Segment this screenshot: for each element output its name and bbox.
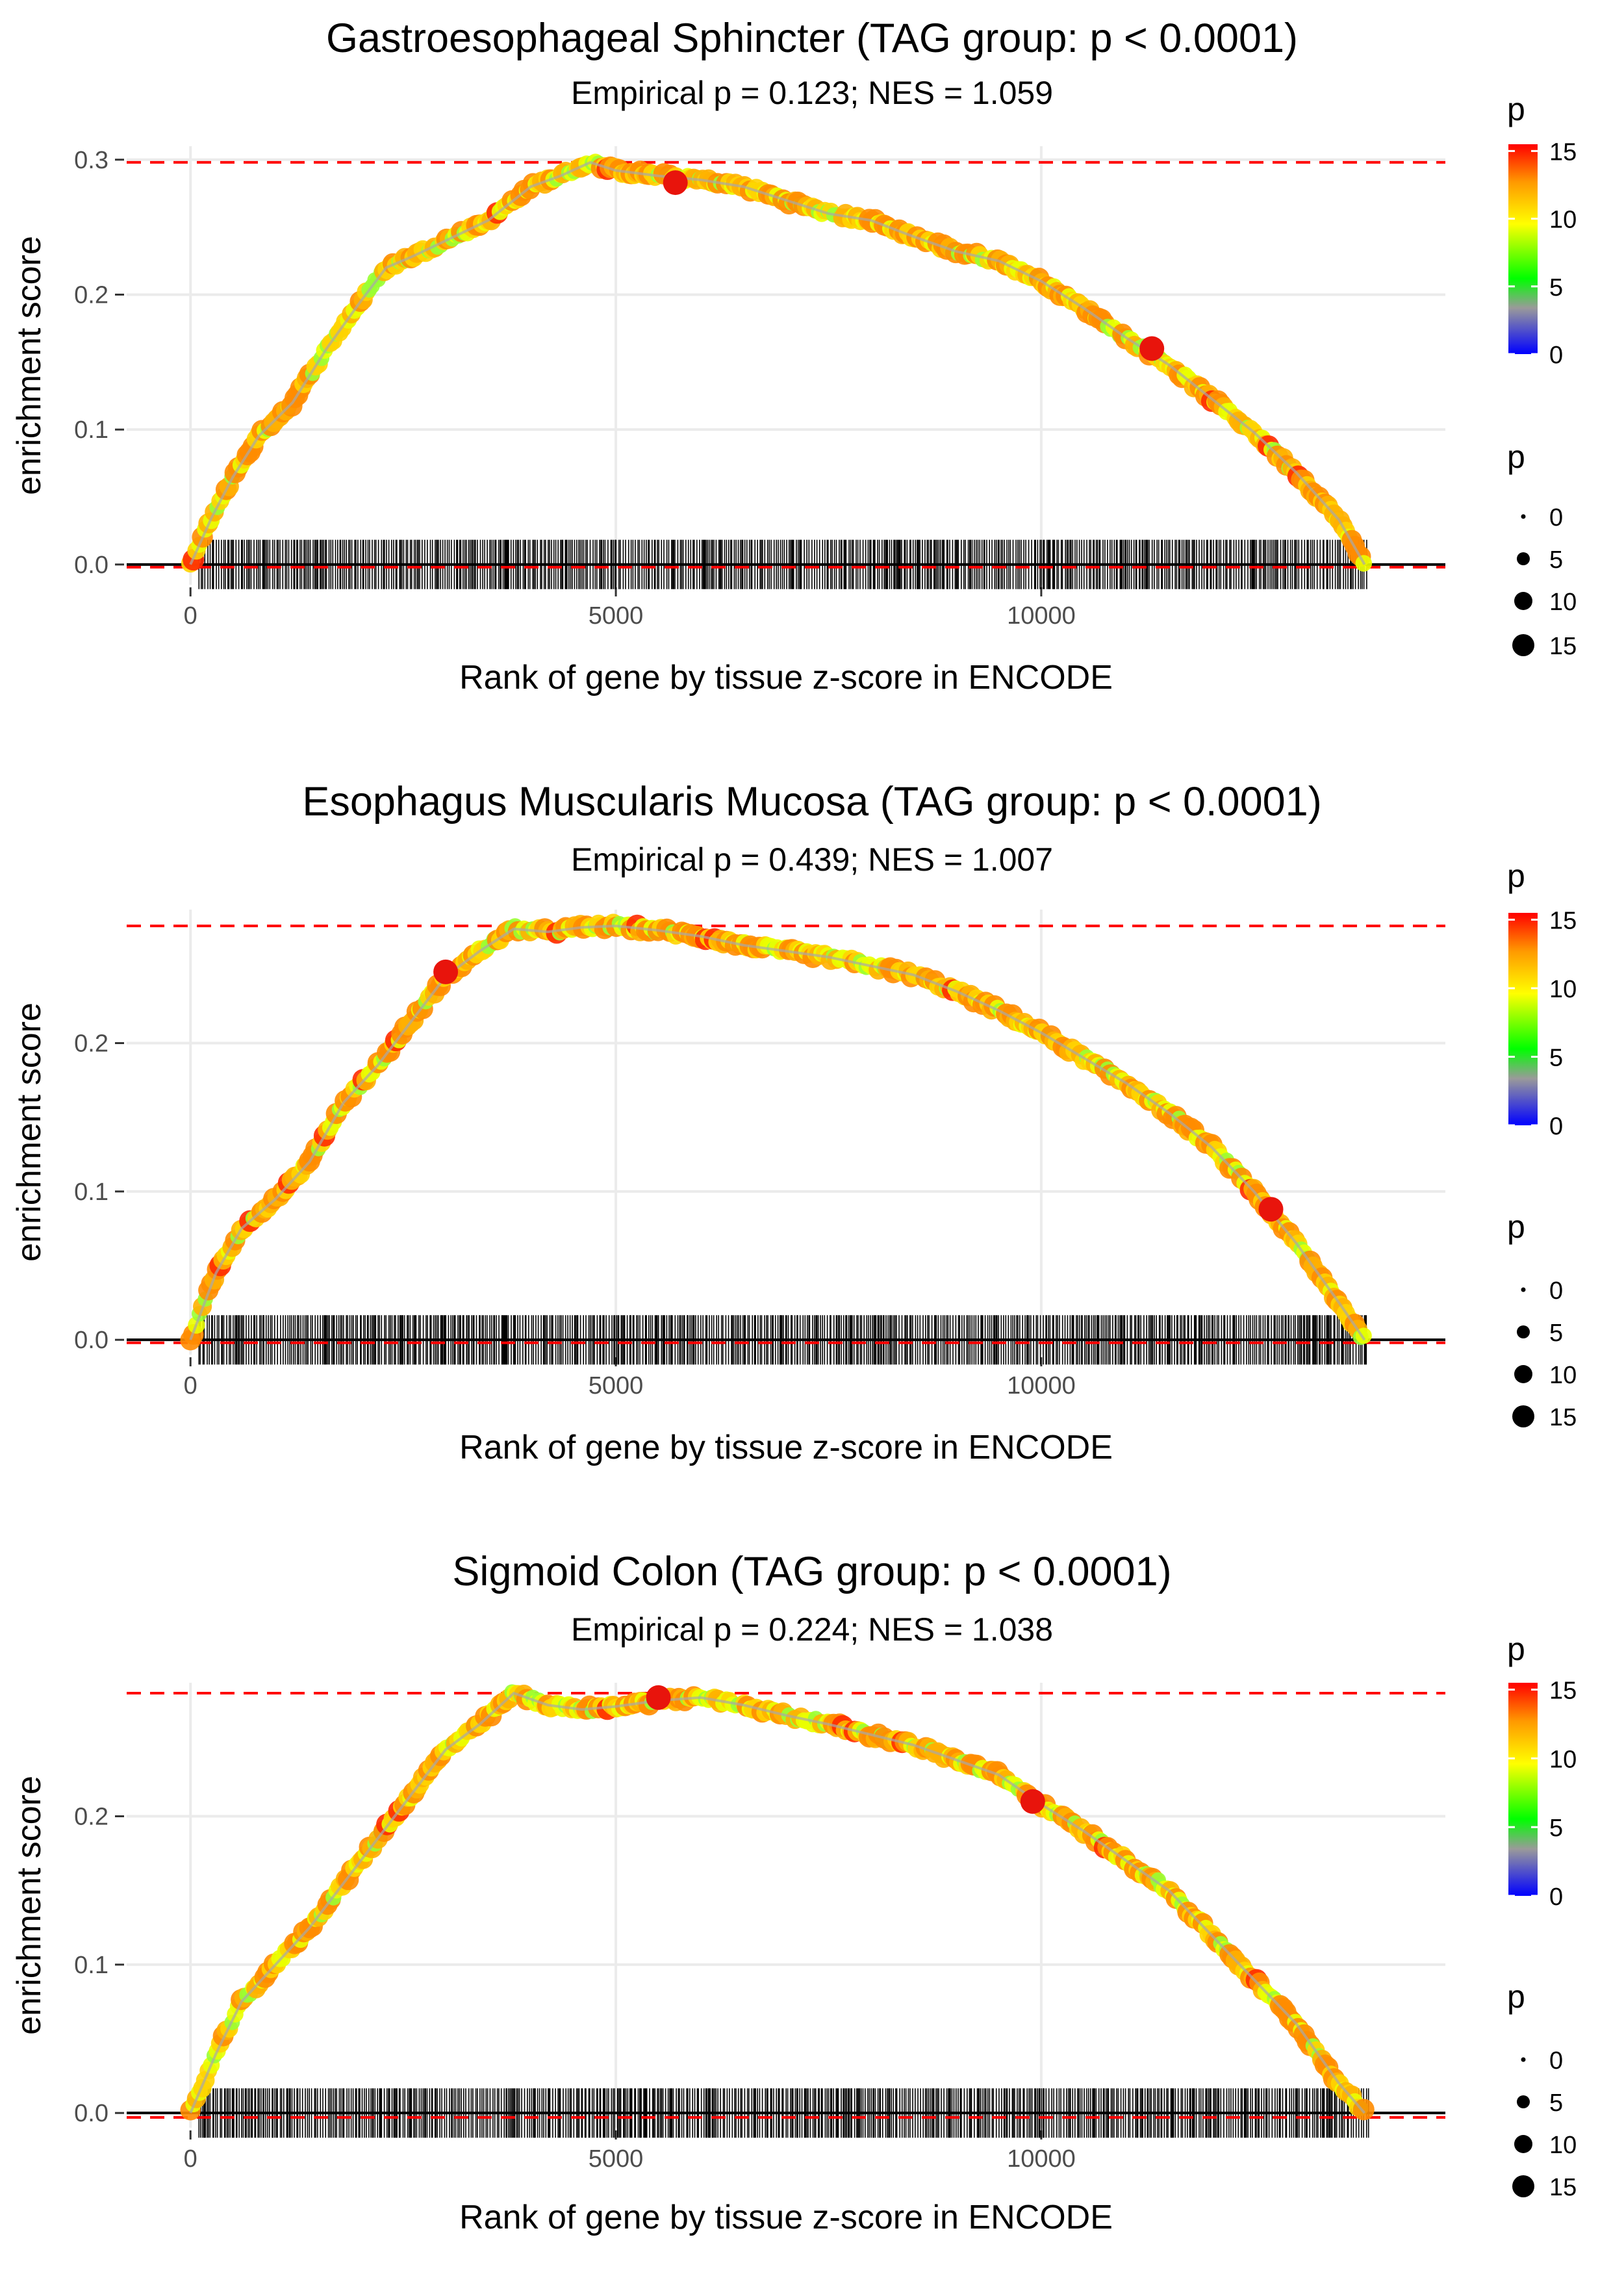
- y-tick-label: 0.2: [74, 1804, 108, 1831]
- size-legend-label: 5: [1549, 1320, 1563, 1347]
- curve-line: [189, 160, 1366, 565]
- size-legend-title: p: [1507, 1978, 1525, 2015]
- chart-subtitle: Empirical p = 0.224; NES = 1.038: [571, 1611, 1053, 1648]
- curve-line: [189, 925, 1366, 1341]
- color-legend-label: 5: [1549, 1815, 1563, 1842]
- chart-title: Sigmoid Colon (TAG group: p < 0.0001): [452, 1549, 1171, 1594]
- y-tick-label: 0.0: [74, 1327, 108, 1354]
- x-tick-label: 10000: [1007, 2145, 1076, 2173]
- size-legend-dot: [1521, 2057, 1526, 2062]
- size-legend-dot: [1514, 1365, 1532, 1383]
- size-legend-dot: [1517, 1325, 1530, 1338]
- size-legend-dot: [1514, 592, 1532, 610]
- color-legend: p 15 10 5 0: [1507, 858, 1577, 1140]
- color-legend-label: 0: [1549, 1113, 1563, 1140]
- y-tick-label: 0.0: [74, 552, 108, 579]
- color-legend-label: 0: [1549, 1884, 1563, 1911]
- color-legend-title: p: [1507, 91, 1525, 127]
- color-legend-title: p: [1507, 1631, 1525, 1667]
- size-legend-dot: [1517, 552, 1530, 565]
- x-tick-label: 0: [184, 1372, 197, 1399]
- size-legend-label: 15: [1549, 1404, 1577, 1431]
- size-legend-label: 15: [1549, 2174, 1577, 2201]
- highlight-point: [1258, 1197, 1284, 1222]
- highlight-point: [646, 1685, 671, 1710]
- y-tick-label: 0.1: [74, 416, 108, 444]
- color-legend: p 15 10 5 0: [1507, 1631, 1577, 1911]
- size-legend-label: 10: [1549, 2132, 1577, 2159]
- highlight-point: [433, 959, 459, 984]
- size-legend-label: 5: [1549, 546, 1563, 574]
- chart-subtitle: Empirical p = 0.439; NES = 1.007: [571, 841, 1053, 878]
- enrichment-points: [180, 1684, 1375, 2121]
- y-tick-label: 0.0: [74, 2100, 108, 2127]
- color-legend-title: p: [1507, 858, 1525, 894]
- y-tick-label: 0.2: [74, 281, 108, 309]
- chart-panel-1: Gastroesophageal Sphincter (TAG group: p…: [10, 16, 1577, 696]
- color-legend-label: 5: [1549, 274, 1563, 301]
- x-tick-label: 5000: [589, 2145, 644, 2173]
- color-legend-label: 10: [1549, 207, 1577, 234]
- x-tick-label: 5000: [589, 1372, 644, 1399]
- color-legend-label: 15: [1549, 138, 1577, 166]
- x-axis-title: Rank of gene by tissue z-score in ENCODE: [459, 659, 1113, 696]
- color-legend-label: 15: [1549, 908, 1577, 935]
- y-tick-label: 0.1: [74, 1179, 108, 1206]
- color-legend-bar: [1508, 144, 1538, 354]
- enrichment-points: [180, 913, 1372, 1351]
- size-legend-title: p: [1507, 439, 1525, 475]
- size-legend-label: 15: [1549, 633, 1577, 660]
- size-legend: p 0 5 10 15: [1507, 1978, 1577, 2201]
- color-legend-label: 10: [1549, 976, 1577, 1003]
- color-legend-label: 0: [1549, 342, 1563, 369]
- highlight-point: [663, 170, 688, 196]
- x-tick-label: 0: [184, 2145, 197, 2173]
- chart-panel-3: Sigmoid Colon (TAG group: p < 0.0001) Emp…: [10, 1549, 1577, 2236]
- highlight-point: [1020, 1789, 1045, 1814]
- size-legend-dot: [1521, 514, 1526, 519]
- size-legend-label: 5: [1549, 2089, 1563, 2117]
- y-axis-title: enrichment score: [10, 236, 48, 495]
- size-legend-label: 0: [1549, 2047, 1563, 2075]
- size-legend-label: 0: [1549, 504, 1563, 531]
- curve-line: [189, 1691, 1366, 2114]
- size-legend-dot: [1512, 2175, 1534, 2197]
- x-tick-label: 5000: [589, 602, 644, 630]
- size-legend-dot: [1514, 2135, 1532, 2153]
- y-axis-title: enrichment score: [10, 1003, 48, 1262]
- highlight-point: [1139, 336, 1165, 361]
- y-tick-label: 0.3: [74, 147, 108, 174]
- color-legend-label: 15: [1549, 1678, 1577, 1705]
- chart-title: Esophagus Muscularis Mucosa (TAG group: …: [302, 779, 1321, 824]
- chart-subtitle: Empirical p = 0.123; NES = 1.059: [571, 75, 1053, 111]
- size-legend: p 0 5 10 15: [1507, 439, 1577, 660]
- size-legend-label: 10: [1549, 1362, 1577, 1389]
- color-legend-label: 5: [1549, 1045, 1563, 1072]
- y-axis-title: enrichment score: [10, 1776, 48, 2035]
- x-axis-title: Rank of gene by tissue z-score in ENCODE: [459, 2199, 1113, 2236]
- enrichment-points: [181, 153, 1373, 573]
- color-legend-label: 10: [1549, 1746, 1577, 1773]
- size-legend-dot: [1512, 634, 1534, 656]
- size-legend-title: p: [1507, 1208, 1525, 1245]
- size-legend-label: 0: [1549, 1277, 1563, 1305]
- y-tick-label: 0.1: [74, 1952, 108, 1979]
- size-legend: p 0 5 10 15: [1507, 1208, 1577, 1431]
- chart-panel-2: Esophagus Muscularis Mucosa (TAG group: …: [10, 779, 1577, 1466]
- chart-title: Gastroesophageal Sphincter (TAG group: p…: [326, 16, 1298, 61]
- x-tick-label: 0: [184, 602, 197, 630]
- size-legend-label: 10: [1549, 589, 1577, 616]
- x-tick-label: 10000: [1007, 1372, 1076, 1399]
- size-legend-dot: [1521, 1287, 1526, 1292]
- color-legend-bar: [1508, 1683, 1538, 1896]
- x-tick-label: 10000: [1007, 602, 1076, 630]
- size-legend-dot: [1517, 2095, 1530, 2108]
- y-tick-label: 0.2: [74, 1030, 108, 1058]
- color-legend: p 15 10 5 0: [1507, 91, 1577, 369]
- color-legend-bar: [1508, 913, 1538, 1125]
- x-axis-title: Rank of gene by tissue z-score in ENCODE: [459, 1429, 1113, 1466]
- size-legend-dot: [1512, 1405, 1534, 1427]
